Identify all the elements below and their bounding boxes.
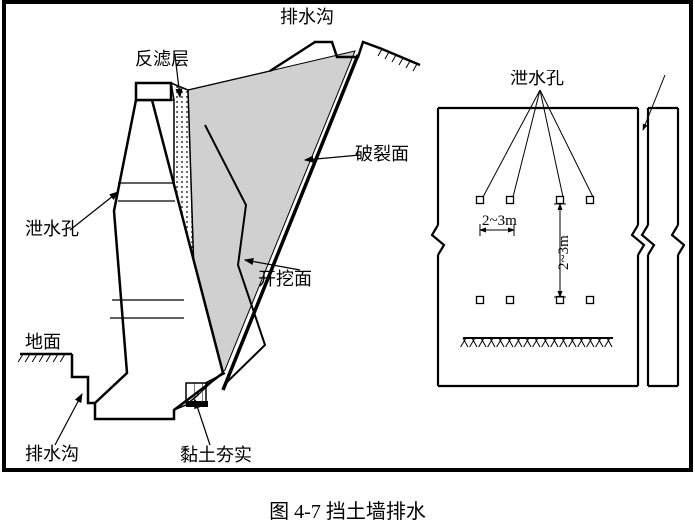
label-rupture_surface: 破裂面 <box>355 144 409 164</box>
dim-v-spacing: 2~3m <box>556 235 572 270</box>
label-drainage_ditch_top: 排水沟 <box>280 7 334 27</box>
weep-hole <box>587 297 594 304</box>
label-ground: 地面 <box>25 332 61 352</box>
label-filter_layer: 反滤层 <box>135 49 189 69</box>
cross-section-diagram: 排水沟反滤层破裂面开挖面泄水孔地面排水沟黏土夯实 <box>10 5 430 465</box>
weep-hole <box>477 297 484 304</box>
label-weep_hole: 泄水孔 <box>25 219 79 239</box>
label-drainage_ditch_bottom: 排水沟 <box>25 444 79 464</box>
elevation-diagram: 2~3m2~3m泄水孔伸缩缝 <box>430 70 685 400</box>
weep-hole <box>587 197 594 204</box>
figure-caption: 图 4-7 挡土墙排水 <box>0 495 695 524</box>
label-weep-hole-elev: 泄水孔 <box>510 70 564 88</box>
weep-hole <box>477 197 484 204</box>
weep-hole <box>557 297 564 304</box>
weep-hole <box>507 197 514 204</box>
label-excavation_face: 开挖面 <box>258 269 312 289</box>
weep-hole <box>557 197 564 204</box>
dim-h-spacing: 2~3m <box>482 213 517 229</box>
weep-hole <box>507 297 514 304</box>
label-clay_tamped: 黏土夯实 <box>180 445 252 465</box>
